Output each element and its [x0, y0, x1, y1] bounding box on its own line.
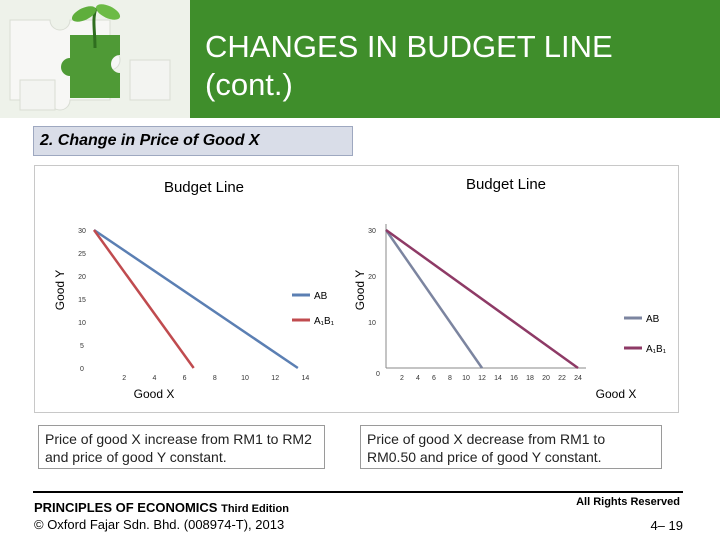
legend-label-0-0: AB [314, 291, 328, 302]
book-title: PRINCIPLES OF ECONOMICS [34, 500, 218, 515]
slide-title-line2: (cont.) [205, 67, 293, 102]
x-tick-label-1-4: 10 [462, 375, 470, 382]
page-number: 4– 19 [650, 518, 683, 533]
chart-title-0: Budget Line [164, 179, 244, 196]
x-tick-label-0-3: 8 [213, 375, 217, 382]
x-tick-label-1-10: 22 [558, 375, 566, 382]
subtitle: 2. Change in Price of Good X [40, 132, 260, 149]
x-tick-label-0-5: 12 [271, 375, 279, 382]
y-tick-label-1-1: 20 [368, 274, 376, 281]
y-tick-label-1-0: 10 [368, 320, 376, 327]
slide-title-line1: CHANGES IN BUDGET LINE [205, 29, 613, 64]
x-tick-label-0-6: 14 [302, 375, 310, 382]
x-tick-label-0-1: 4 [152, 375, 156, 382]
series-line-0-1 [92, 229, 195, 369]
legend-label-1-1: A₁B₁ [646, 344, 667, 355]
puzzle-sprout-image [0, 0, 190, 118]
footer-rights: All Rights Reserved [576, 496, 680, 508]
legend-label-1-0: AB [646, 314, 660, 325]
y-axis-label-0: Good Y [53, 270, 67, 310]
x-tick-label-1-11: 24 [574, 375, 582, 382]
x-axis-label-1: Good X [596, 387, 637, 401]
slide-title: CHANGES IN BUDGET LINE (cont.) [205, 28, 705, 104]
y-tick-label-0-1: 5 [80, 343, 84, 350]
origin-label-1: 0 [376, 371, 380, 378]
x-tick-label-1-6: 14 [494, 375, 502, 382]
series-line-0-0 [93, 228, 299, 370]
x-tick-label-1-2: 6 [432, 375, 436, 382]
y-tick-label-0-4: 20 [78, 274, 86, 281]
x-tick-label-1-1: 4 [416, 375, 420, 382]
y-tick-label-0-5: 25 [78, 251, 86, 258]
x-tick-label-1-7: 16 [510, 375, 518, 382]
chart-title-1: Budget Line [466, 176, 546, 193]
series-line-1-1 [385, 228, 579, 370]
y-tick-label-0-0: 0 [80, 366, 84, 373]
y-tick-label-1-2: 30 [368, 228, 376, 235]
description-left: Price of good X increase from RM1 to RM2… [38, 425, 325, 469]
series-line-1-0 [384, 229, 484, 369]
chart-frame [34, 165, 679, 413]
book-edition: Third Edition [221, 503, 289, 515]
subtitle-box: 2. Change in Price of Good X [33, 126, 353, 156]
y-tick-label-0-2: 10 [78, 320, 86, 327]
x-tick-label-1-3: 8 [448, 375, 452, 382]
x-tick-label-0-2: 6 [183, 375, 187, 382]
x-axis-label-0: Good X [134, 387, 175, 401]
x-tick-label-1-0: 2 [400, 375, 404, 382]
x-tick-label-0-4: 10 [241, 375, 249, 382]
footer-divider [33, 491, 683, 493]
y-tick-label-0-3: 15 [78, 297, 86, 304]
description-right: Price of good X decrease from RM1 to RM0… [360, 425, 662, 469]
legend-label-0-1: A₁B₁ [314, 316, 335, 327]
y-axis-label-1: Good Y [353, 270, 367, 310]
x-tick-label-1-9: 20 [542, 375, 550, 382]
x-tick-label-1-8: 18 [526, 375, 534, 382]
footer-book: PRINCIPLES OF ECONOMICS Third Edition [34, 500, 289, 515]
x-tick-label-1-5: 12 [478, 375, 486, 382]
y-tick-label-0-6: 30 [78, 228, 86, 235]
x-tick-label-0-0: 2 [122, 375, 126, 382]
footer-copyright: © Oxford Fajar Sdn. Bhd. (008974-T), 201… [34, 517, 285, 532]
